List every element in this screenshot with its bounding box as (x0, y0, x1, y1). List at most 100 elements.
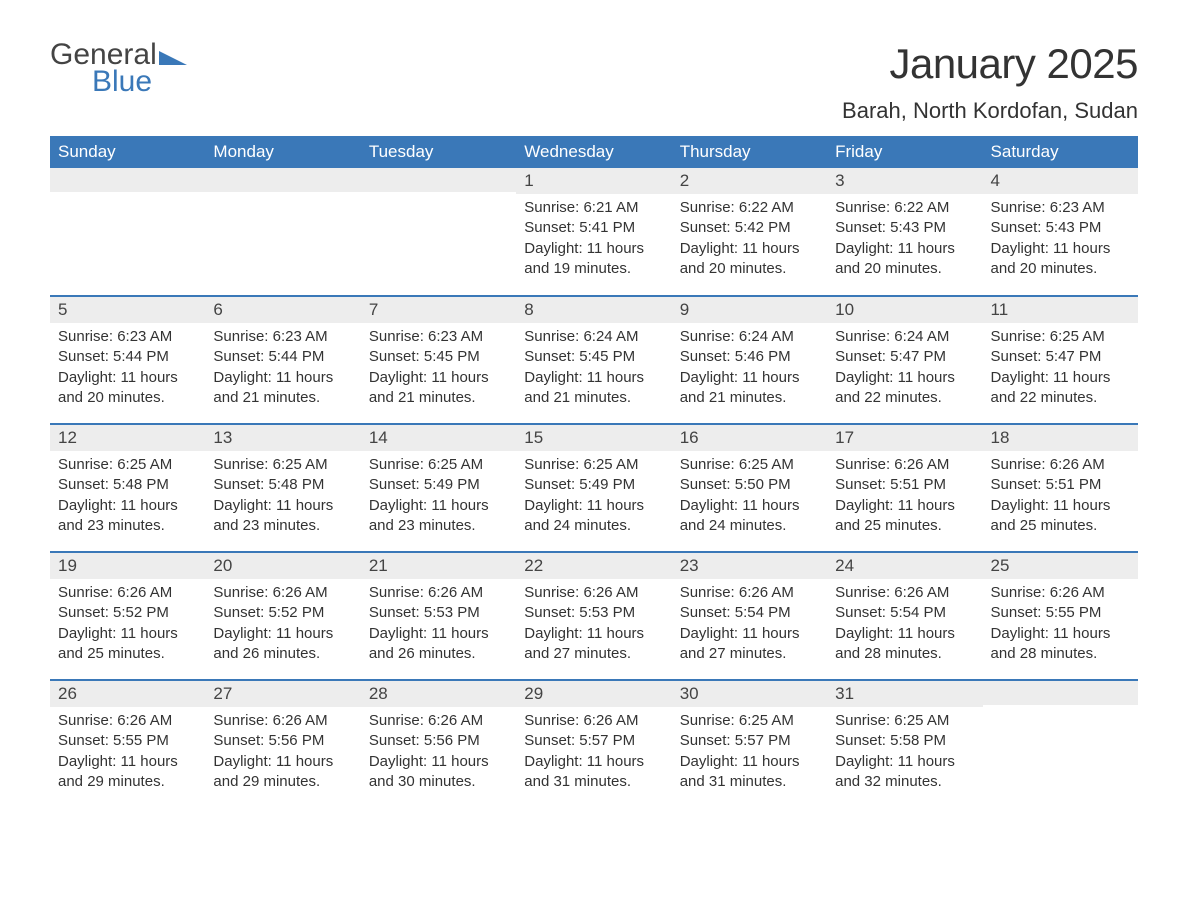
day-content: Sunrise: 6:26 AMSunset: 5:57 PMDaylight:… (516, 707, 671, 802)
calendar-day-cell: 14Sunrise: 6:25 AMSunset: 5:49 PMDayligh… (361, 424, 516, 552)
day-number: 15 (516, 425, 671, 451)
daylight-text: Daylight: 11 hours and 28 minutes. (835, 624, 974, 665)
sunset-text: Sunset: 5:45 PM (369, 347, 508, 367)
daylight-text: Daylight: 11 hours and 31 minutes. (524, 752, 663, 793)
header: General Blue January 2025 Barah, North K… (50, 40, 1138, 124)
sunset-text: Sunset: 5:51 PM (835, 475, 974, 495)
sunrise-text: Sunrise: 6:26 AM (680, 583, 819, 603)
sunset-text: Sunset: 5:56 PM (213, 731, 352, 751)
calendar-week-row: 1 Sunrise: 6:21 AMSunset: 5:41 PM Daylight… (50, 168, 1138, 296)
daylight-text: Daylight: 11 hours and 29 minutes. (213, 752, 352, 793)
sunset-text: Sunset: 5:54 PM (680, 603, 819, 623)
day-number: 30 (672, 681, 827, 707)
calendar-day-cell: 30Sunrise: 6:25 AMSunset: 5:57 PMDayligh… (672, 680, 827, 808)
day-number: 17 (827, 425, 982, 451)
daylight-text: Daylight: 11 hours and 30 minutes. (369, 752, 508, 793)
day-number: 29 (516, 681, 671, 707)
sunset-text: Sunset: 5:48 PM (58, 475, 197, 495)
daylight-text: Daylight: 11 hours and 25 minutes. (835, 496, 974, 537)
day-content: Sunrise: 6:24 AMSunset: 5:45 PMDaylight:… (516, 323, 671, 418)
sunrise-text: Sunrise: 6:23 AM (213, 327, 352, 347)
sunrise-text: Sunrise: 6:23 AM (369, 327, 508, 347)
sunrise-text: Sunrise: 6:21 AM (524, 198, 663, 218)
day-number (983, 681, 1138, 705)
weekday-header: Wednesday (516, 136, 671, 168)
calendar-day-cell: 8Sunrise: 6:24 AMSunset: 5:45 PMDaylight… (516, 296, 671, 424)
day-number: 18 (983, 425, 1138, 451)
daylight-text: Daylight: 11 hours and 28 minutes. (991, 624, 1130, 665)
day-number: 2 (672, 168, 827, 194)
daylight-text: Daylight: 11 hours and 24 minutes. (524, 496, 663, 537)
day-content: Sunrise: 6:25 AMSunset: 5:48 PMDaylight:… (50, 451, 205, 546)
sunset-text: Sunset: 5:41 PM (524, 218, 663, 238)
sunset-text: Sunset: 5:52 PM (213, 603, 352, 623)
calendar-day-cell: 22Sunrise: 6:26 AMSunset: 5:53 PMDayligh… (516, 552, 671, 680)
day-number: 26 (50, 681, 205, 707)
sunrise-text: Sunrise: 6:26 AM (835, 583, 974, 603)
daylight-text: Daylight: 11 hours and 21 minutes. (680, 368, 819, 409)
calendar-day-cell: 24Sunrise: 6:26 AMSunset: 5:54 PMDayligh… (827, 552, 982, 680)
sunrise-text: Sunrise: 6:26 AM (369, 583, 508, 603)
day-number: 3 (827, 168, 982, 194)
sunset-text: Sunset: 5:54 PM (835, 603, 974, 623)
day-content: Sunrise: 6:26 AMSunset: 5:56 PMDaylight:… (361, 707, 516, 802)
day-number: 1 (516, 168, 671, 194)
sunset-text: Sunset: 5:57 PM (524, 731, 663, 751)
daylight-text: Daylight: 11 hours and 23 minutes. (58, 496, 197, 537)
day-content: Sunrise: 6:25 AMSunset: 5:49 PMDaylight:… (361, 451, 516, 546)
daylight-text: Daylight: 11 hours and 25 minutes. (58, 624, 197, 665)
sunset-text: Sunset: 5:48 PM (213, 475, 352, 495)
title-block: January 2025 Barah, North Kordofan, Suda… (842, 40, 1138, 124)
calendar-day-cell: 12Sunrise: 6:25 AMSunset: 5:48 PMDayligh… (50, 424, 205, 552)
daylight-text: Daylight: 11 hours and 20 minutes. (58, 368, 197, 409)
calendar-day-cell (983, 680, 1138, 808)
calendar-day-cell: 28Sunrise: 6:26 AMSunset: 5:56 PMDayligh… (361, 680, 516, 808)
sunset-text: Sunset: 5:55 PM (991, 603, 1130, 623)
sunset-text: Sunset: 5:49 PM (369, 475, 508, 495)
calendar-day-cell: 29Sunrise: 6:26 AMSunset: 5:57 PMDayligh… (516, 680, 671, 808)
calendar-day-cell: 25Sunrise: 6:26 AMSunset: 5:55 PMDayligh… (983, 552, 1138, 680)
day-number: 9 (672, 297, 827, 323)
sunrise-text: Sunrise: 6:26 AM (991, 583, 1130, 603)
day-number: 11 (983, 297, 1138, 323)
sunrise-text: Sunrise: 6:25 AM (835, 711, 974, 731)
day-content: Sunrise: 6:24 AMSunset: 5:47 PMDaylight:… (827, 323, 982, 418)
sunset-text: Sunset: 5:55 PM (58, 731, 197, 751)
day-number: 14 (361, 425, 516, 451)
sunset-text: Sunset: 5:44 PM (58, 347, 197, 367)
sunset-text: Sunset: 5:42 PM (680, 218, 819, 238)
day-number (205, 168, 360, 192)
sunset-text: Sunset: 5:43 PM (835, 218, 974, 238)
day-number: 7 (361, 297, 516, 323)
sunrise-text: Sunrise: 6:25 AM (58, 455, 197, 475)
day-content: Sunrise: 6:25 AMSunset: 5:47 PMDaylight:… (983, 323, 1138, 418)
daylight-text: Daylight: 11 hours and 23 minutes. (369, 496, 508, 537)
calendar-day-cell: 26Sunrise: 6:26 AMSunset: 5:55 PMDayligh… (50, 680, 205, 808)
day-content: Sunrise: 6:25 AMSunset: 5:58 PMDaylight:… (827, 707, 982, 802)
daylight-text: Daylight: 11 hours and 22 minutes. (991, 368, 1130, 409)
day-content (983, 705, 1138, 719)
daylight-text: Daylight: 11 hours and 27 minutes. (524, 624, 663, 665)
sunrise-text: Sunrise: 6:26 AM (213, 583, 352, 603)
day-number: 13 (205, 425, 360, 451)
daylight-text: Daylight: 11 hours and 22 minutes. (835, 368, 974, 409)
calendar-day-cell: 10Sunrise: 6:24 AMSunset: 5:47 PMDayligh… (827, 296, 982, 424)
day-number (50, 168, 205, 192)
sunrise-text: Sunrise: 6:26 AM (524, 711, 663, 731)
day-content: Sunrise: 6:23 AMSunset: 5:45 PMDaylight:… (361, 323, 516, 418)
daylight-text: Daylight: 11 hours and 20 minutes. (835, 239, 974, 280)
day-content: Sunrise: 6:22 AMSunset: 5:43 PMDaylight:… (827, 194, 982, 289)
day-content: Sunrise: 6:25 AMSunset: 5:50 PMDaylight:… (672, 451, 827, 546)
calendar-day-cell: 31Sunrise: 6:25 AMSunset: 5:58 PMDayligh… (827, 680, 982, 808)
sunset-text: Sunset: 5:43 PM (991, 218, 1130, 238)
daylight-text: Daylight: 11 hours and 26 minutes. (369, 624, 508, 665)
sunset-text: Sunset: 5:45 PM (524, 347, 663, 367)
sunset-text: Sunset: 5:53 PM (524, 603, 663, 623)
day-content: Sunrise: 6:23 AMSunset: 5:44 PMDaylight:… (205, 323, 360, 418)
weekday-header: Sunday (50, 136, 205, 168)
day-content: Sunrise: 6:26 AMSunset: 5:52 PMDaylight:… (205, 579, 360, 674)
day-content: Sunrise: 6:26 AMSunset: 5:55 PMDaylight:… (50, 707, 205, 802)
sunset-text: Sunset: 5:58 PM (835, 731, 974, 751)
weekday-header: Tuesday (361, 136, 516, 168)
month-title: January 2025 (842, 40, 1138, 88)
